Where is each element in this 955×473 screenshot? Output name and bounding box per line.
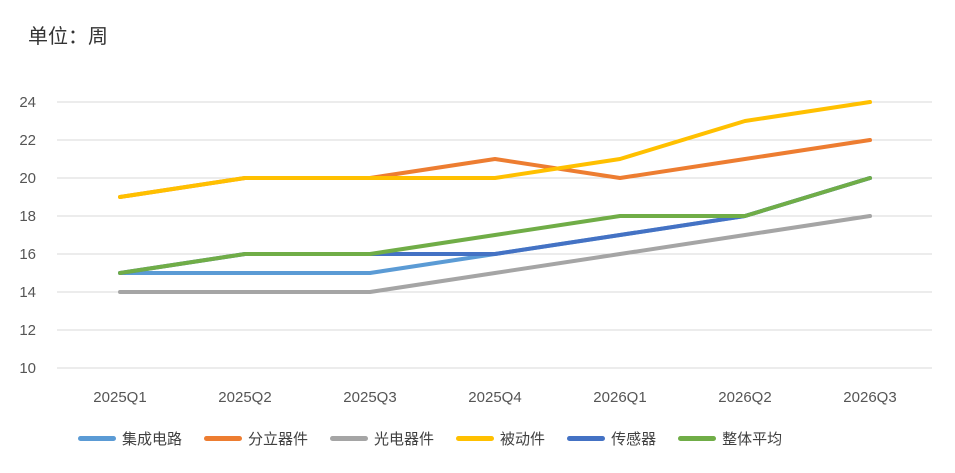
- y-tick-label: 16: [19, 246, 36, 263]
- legend-label: 光电器件: [374, 430, 435, 448]
- y-axis-ticks: 10 12 14 16 18 20 22 24: [19, 94, 36, 377]
- series-line-4: [118, 176, 872, 275]
- legend-swatch: [204, 436, 243, 441]
- legend-item: 集成电路: [78, 428, 182, 449]
- x-tick-label: 2026Q2: [718, 389, 771, 406]
- x-tick-label: 2025Q3: [343, 389, 396, 406]
- x-tick-label: 2026Q1: [593, 389, 646, 406]
- legend-label: 集成电路: [122, 430, 183, 448]
- legend-label: 分立器件: [248, 430, 309, 448]
- x-tick-label: 2026Q3: [843, 389, 896, 406]
- x-tick-label: 2025Q2: [218, 389, 271, 406]
- legend: 集成电路 分立器件 光电器件 被动件 传感器 整体平均: [78, 428, 804, 449]
- series-lines: [118, 100, 872, 294]
- series-line-0: [118, 176, 872, 275]
- series-line-5: [118, 176, 872, 275]
- y-tick-label: 20: [19, 170, 36, 187]
- legend-swatch: [78, 436, 116, 441]
- legend-swatch: [456, 436, 495, 441]
- legend-label: 传感器: [611, 430, 657, 448]
- y-tick-label: 14: [19, 284, 36, 301]
- series-line-1: [118, 138, 872, 199]
- series-line-3: [118, 100, 872, 199]
- legend-label: 被动件: [500, 430, 546, 448]
- y-tick-label: 10: [19, 360, 36, 377]
- x-axis-ticks: 2025Q1 2025Q2 2025Q3 2025Q4 2026Q1 2026Q2 2026…: [93, 389, 896, 406]
- legend-item: 分立器件: [204, 428, 308, 449]
- legend-item: 整体平均: [678, 428, 782, 449]
- y-tick-label: 24: [19, 94, 36, 111]
- unit-label: 单位：周: [28, 24, 108, 48]
- x-tick-label: 2025Q4: [468, 389, 521, 406]
- legend-item: 光电器件: [330, 428, 434, 449]
- y-tick-label: 12: [19, 322, 36, 339]
- legend-swatch: [330, 436, 369, 441]
- legend-swatch: [678, 436, 717, 441]
- x-tick-label: 2025Q1: [93, 389, 146, 406]
- legend-item: 传感器: [567, 428, 656, 449]
- series-line-2: [118, 214, 872, 294]
- legend-swatch: [567, 436, 606, 441]
- legend-item: 被动件: [456, 428, 545, 449]
- legend-label: 整体平均: [722, 430, 783, 448]
- y-tick-label: 18: [19, 208, 36, 225]
- y-tick-label: 22: [19, 132, 36, 149]
